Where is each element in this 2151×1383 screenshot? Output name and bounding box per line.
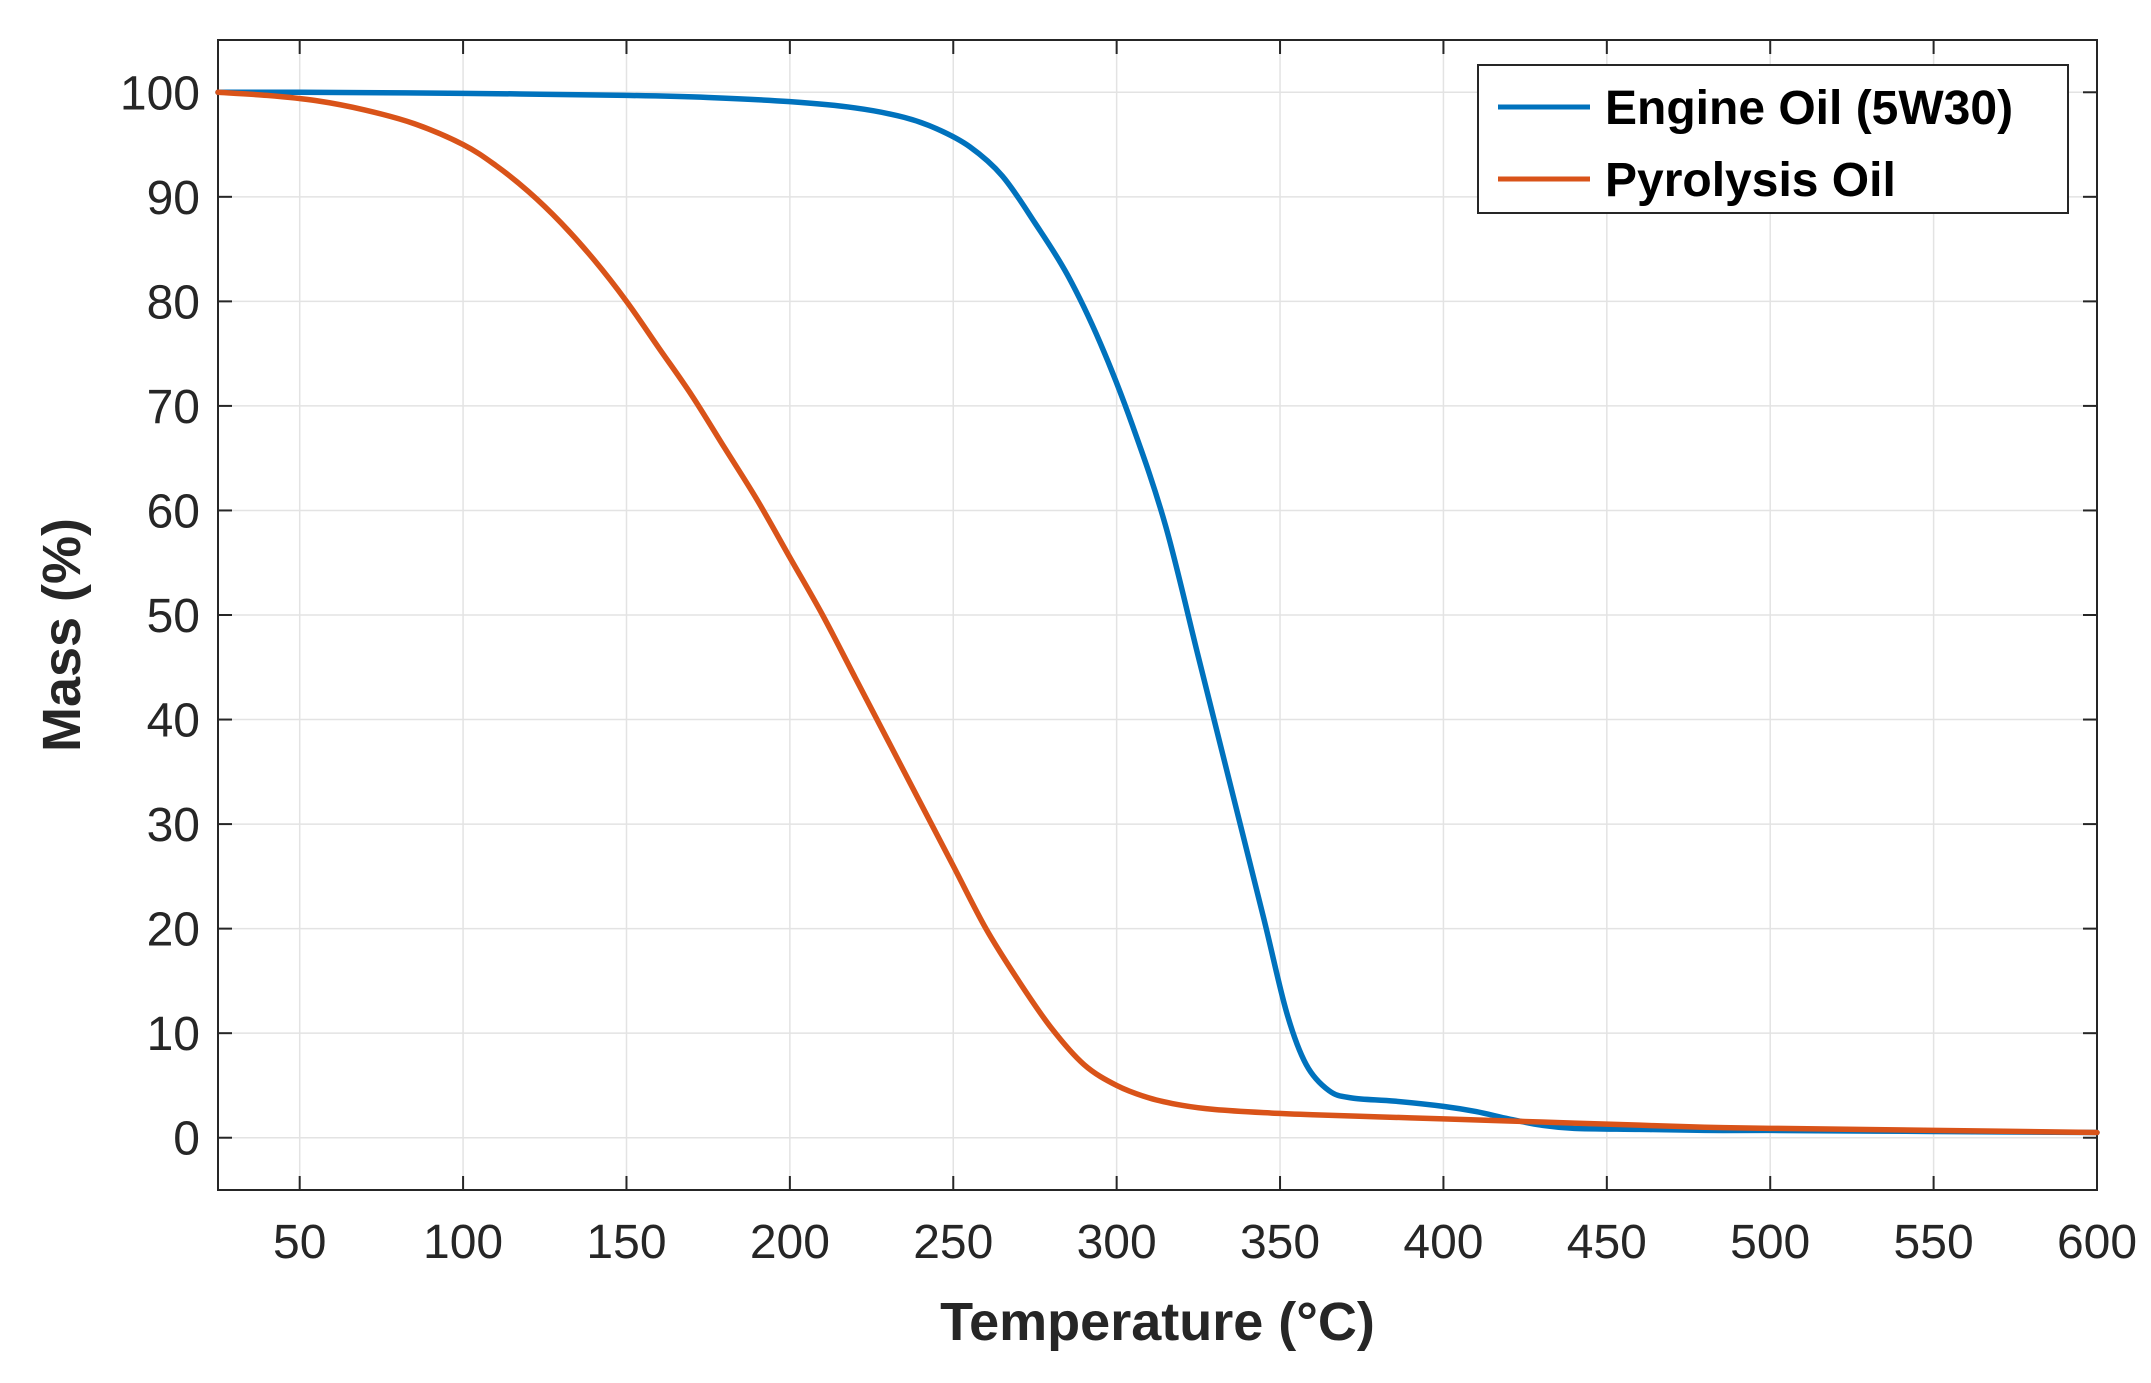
x-tick-label: 400 (1403, 1216, 1483, 1269)
y-tick-label: 10 (147, 1008, 200, 1061)
legend-box (1477, 64, 2069, 214)
series-line-engine-oil (215, 89, 2100, 1136)
x-tick-label: 250 (913, 1216, 993, 1269)
y-tick-label: 100 (120, 67, 200, 120)
y-tick-label: 0 (173, 1113, 200, 1166)
y-tick-label: 70 (147, 381, 200, 434)
x-tick-label: 300 (1077, 1216, 1157, 1269)
x-tick-label: 600 (2057, 1216, 2137, 1269)
x-tick-label: 200 (750, 1216, 830, 1269)
legend: Engine Oil (5W30) Pyrolysis Oil (1477, 64, 2069, 214)
series-line-pyrolysis-oil (215, 89, 2100, 1136)
x-tick-label: 500 (1730, 1216, 1810, 1269)
x-tick-label: 150 (586, 1216, 666, 1269)
y-tick-label: 60 (147, 485, 200, 538)
x-tick-label: 100 (423, 1216, 503, 1269)
legend-label-pyrolysis-oil: Pyrolysis Oil (1605, 154, 1896, 207)
y-tick-label: 90 (147, 172, 200, 225)
y-tick-label: 30 (147, 799, 200, 852)
axis-ticks (218, 40, 2098, 1190)
y-tick-label: 20 (147, 904, 200, 957)
y-tick-label: 40 (147, 695, 200, 748)
x-axis-title: Temperature (°C) (940, 1292, 1375, 1352)
y-axis-title: Mass (%) (32, 518, 92, 752)
y-tick-label: 50 (147, 590, 200, 643)
series-lines (215, 89, 2100, 1136)
x-tick-label: 350 (1240, 1216, 1320, 1269)
x-tick-label: 550 (1894, 1216, 1974, 1269)
tick-labels: 50 100 150 200 250 300 350 400 450 500 550 600 0 10 20… (120, 67, 2137, 1269)
y-tick-label: 80 (147, 276, 200, 329)
x-tick-label: 450 (1567, 1216, 1647, 1269)
legend-label-engine-oil: Engine Oil (5W30) (1605, 82, 2013, 135)
x-tick-label: 50 (273, 1216, 326, 1269)
